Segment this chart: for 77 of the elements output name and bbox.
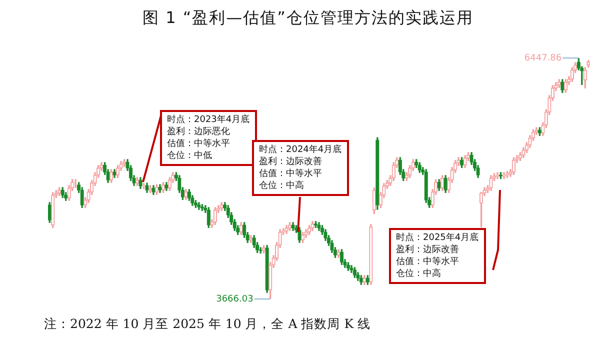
candlestick xyxy=(317,222,321,231)
candlestick xyxy=(58,187,62,196)
candlestick xyxy=(437,179,441,191)
candlestick xyxy=(249,235,253,243)
candlestick xyxy=(262,245,266,254)
candlestick xyxy=(463,155,467,168)
annotation: 仓位：中高 xyxy=(259,180,305,192)
candlestick xyxy=(489,175,493,191)
candlestick xyxy=(372,187,376,214)
candlestick xyxy=(184,189,188,200)
candlestick xyxy=(152,185,156,195)
candlestick xyxy=(154,184,159,195)
candlestick xyxy=(265,245,269,293)
candlestick xyxy=(340,249,344,265)
annotation: 3666.03 xyxy=(216,294,254,304)
candlestick xyxy=(502,172,506,179)
candlestick xyxy=(307,225,312,235)
candlestick xyxy=(310,221,314,231)
text: 注：2022 年 10 月至 2025 年 10 月，全 A 指数周 K 线 xyxy=(44,316,371,333)
annotation: 估值：中等水平 xyxy=(396,256,460,268)
candlestick xyxy=(359,275,364,285)
candlestick xyxy=(512,157,516,175)
candlestick xyxy=(161,182,166,193)
annotation: 时点：2024年4月底 xyxy=(259,144,342,156)
candlestick xyxy=(496,172,500,179)
candlestick xyxy=(440,175,444,191)
candlestick xyxy=(197,202,201,210)
candlestick xyxy=(336,249,340,258)
candlestick xyxy=(505,171,510,178)
candlestick xyxy=(498,172,503,179)
candlestick xyxy=(291,222,295,231)
annotation: 时点：2025年4月底 xyxy=(396,232,479,244)
annotation: 估值：中等水平 xyxy=(259,168,323,180)
candlestick xyxy=(560,79,564,93)
candlestick xyxy=(366,275,370,285)
candlestick xyxy=(138,177,142,189)
candlestick xyxy=(116,165,120,178)
candlestick xyxy=(145,182,149,193)
candlestick xyxy=(164,182,168,191)
annotation: 估值：中等水平 xyxy=(167,138,231,150)
candlestick xyxy=(200,204,204,211)
candlestick xyxy=(300,232,305,243)
candlestick xyxy=(418,162,422,173)
candlestick xyxy=(51,192,55,228)
candlestick xyxy=(135,177,140,186)
candlestick xyxy=(112,169,116,178)
annotation: 盈利：边际改善 xyxy=(259,156,323,168)
candlestick xyxy=(376,137,380,210)
annotation: 6447.86 xyxy=(524,53,562,64)
candlestick xyxy=(213,207,217,225)
candlestick xyxy=(148,185,152,193)
candlestick xyxy=(362,275,366,285)
candlestick xyxy=(206,207,210,228)
annotation: 盈利：边际改善 xyxy=(396,244,460,256)
candlestick xyxy=(346,262,350,271)
annotation: 时点：2023年4月底 xyxy=(167,114,250,126)
candlestick xyxy=(122,159,126,167)
annotation: 仓位：中低 xyxy=(167,150,213,162)
candlestick xyxy=(444,175,448,193)
annotation: 盈利：边际恶化 xyxy=(167,126,231,138)
candlestick xyxy=(564,79,568,93)
candlestick xyxy=(109,169,114,183)
chart-title: 图 1 “盈利—估值”仓位管理方法的实践运用 xyxy=(142,8,474,29)
candlestick xyxy=(284,225,288,234)
candlestick xyxy=(314,221,318,228)
candlestick xyxy=(220,202,224,211)
candlestick xyxy=(239,222,243,235)
candlestick xyxy=(369,224,373,285)
candlestick xyxy=(158,184,162,193)
candlestick xyxy=(352,267,357,278)
candlestick xyxy=(557,79,561,88)
candlestick xyxy=(460,157,464,168)
candlestick xyxy=(288,222,292,231)
candlestick xyxy=(48,202,52,223)
annotation: 仓位：中高 xyxy=(396,268,442,280)
candlestick xyxy=(60,187,64,198)
candlestick xyxy=(538,127,542,136)
